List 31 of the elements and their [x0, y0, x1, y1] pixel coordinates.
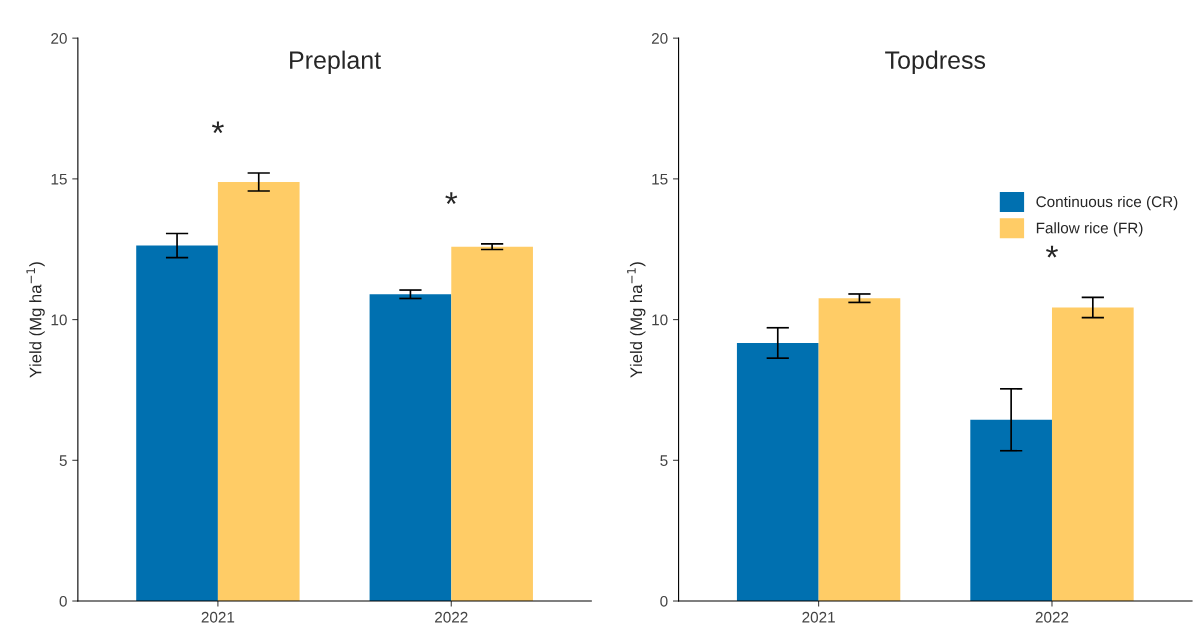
- legend-label: Continuous rice (CR): [1036, 195, 1178, 211]
- chart-title: Preplant: [290, 50, 381, 74]
- y-tick-label: 5: [59, 455, 67, 466]
- y-tick-label: 0: [660, 595, 668, 607]
- x-tick-label: 2021: [201, 611, 235, 623]
- bar: [369, 294, 452, 602]
- y-tick-label: 5: [660, 455, 668, 466]
- bar: [136, 245, 218, 602]
- y-tick-label: 0: [59, 595, 67, 607]
- bar: [736, 342, 819, 602]
- y-tick-label: 20: [651, 33, 668, 44]
- legend-label: Fallow rice (FR): [1036, 222, 1143, 237]
- y-axis-title: Yield (Mg ha$^{−1}$): [627, 262, 646, 378]
- data-label: *: [1046, 245, 1058, 258]
- y-tick-label: 15: [652, 173, 668, 185]
- x-tick-label: 2022: [435, 611, 468, 623]
- bar: [818, 298, 901, 602]
- bar: [970, 419, 1052, 602]
- bar: [1051, 307, 1134, 602]
- y-tick-label: 10: [652, 314, 668, 326]
- y-tick-label: 15: [51, 173, 67, 185]
- x-tick-label: 2021: [802, 611, 835, 623]
- bar: [451, 246, 533, 602]
- bar: [217, 181, 300, 602]
- y-tick-label: 20: [51, 33, 67, 44]
- chart-title: Topdress: [885, 50, 986, 74]
- data-label: *: [445, 192, 458, 205]
- y-tick-label: 10: [51, 314, 67, 326]
- y-axis-title: Yield (Mg ha$^{−1}$): [26, 262, 45, 378]
- x-tick-label: 2022: [1035, 611, 1069, 623]
- data-label: *: [211, 121, 224, 134]
